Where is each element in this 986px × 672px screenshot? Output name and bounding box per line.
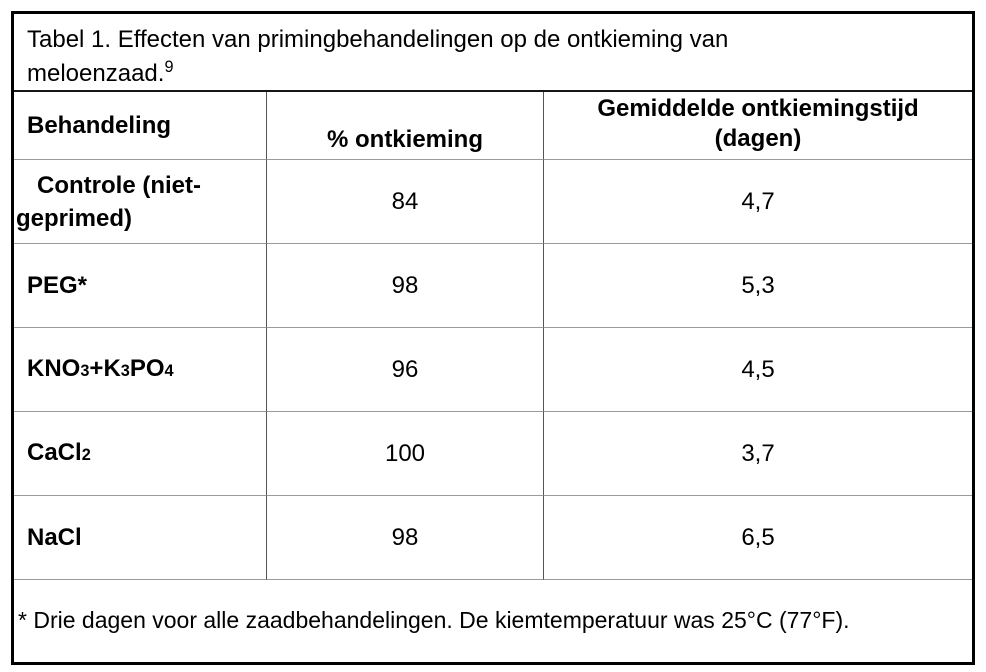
time-cell: 6,5 xyxy=(544,496,972,580)
time-cell: 5,3 xyxy=(544,244,972,328)
subscript-digit: 4 xyxy=(164,361,174,380)
treatment-cell: Controle (niet-geprimed) xyxy=(14,160,267,244)
table-caption: Tabel 1. Effecten van primingbehandeling… xyxy=(14,14,972,92)
treatment-cell: NaCl xyxy=(14,496,267,580)
column-header-behandeling: Behandeling xyxy=(14,92,267,160)
germination-cell: 84 xyxy=(267,160,544,244)
time-cell: 4,7 xyxy=(544,160,972,244)
germination-cell: 100 xyxy=(267,412,544,496)
caption-line-2: meloenzaad.9 xyxy=(27,58,174,87)
caption-reference-superscript: 9 xyxy=(164,58,174,76)
column-header-ontkieming: % ontkieming xyxy=(267,92,544,160)
time-cell: 4,5 xyxy=(544,328,972,412)
column-header-ontkiemingstijd: Gemiddelde ontkiemingstijd (dagen) xyxy=(544,92,972,160)
germination-cell: 98 xyxy=(267,496,544,580)
subscript-digit: 2 xyxy=(81,445,91,464)
treatment-cell: KNO3+K3PO4 xyxy=(14,328,267,412)
table-footnote: * Drie dagen voor alle zaadbehandelingen… xyxy=(18,606,850,633)
time-cell: 3,7 xyxy=(544,412,972,496)
caption-line-1: Tabel 1. Effecten van primingbehandeling… xyxy=(27,26,729,53)
subscript-digit: 3 xyxy=(80,361,90,380)
treatment-cell: CaCl2 xyxy=(14,412,267,496)
germination-cell: 98 xyxy=(267,244,544,328)
data-table: Behandeling % ontkieming Gemiddelde ontk… xyxy=(14,92,972,580)
germination-cell: 96 xyxy=(267,328,544,412)
treatment-cell: PEG* xyxy=(14,244,267,328)
table-figure: Tabel 1. Effecten van primingbehandeling… xyxy=(11,11,975,665)
subscript-digit: 3 xyxy=(120,361,130,380)
